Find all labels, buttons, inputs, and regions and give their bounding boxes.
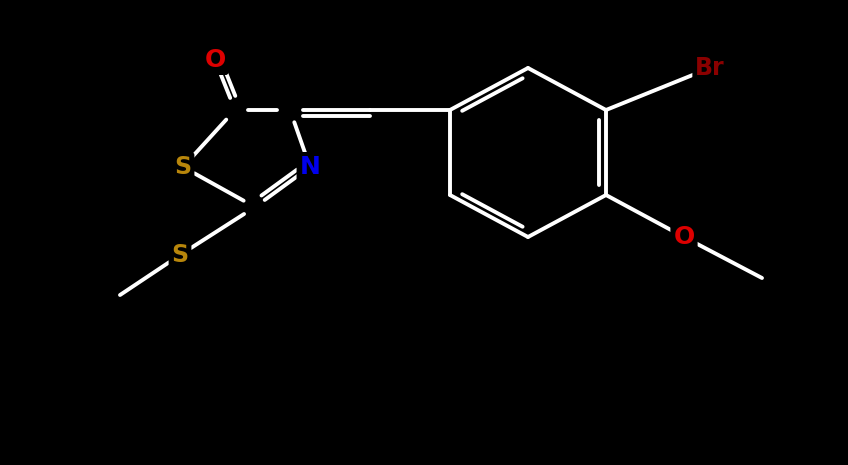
Text: S: S bbox=[175, 155, 192, 179]
Text: N: N bbox=[299, 155, 321, 179]
Text: O: O bbox=[673, 225, 695, 249]
Text: S: S bbox=[171, 243, 188, 267]
Text: O: O bbox=[204, 48, 226, 72]
Text: Br: Br bbox=[695, 56, 725, 80]
